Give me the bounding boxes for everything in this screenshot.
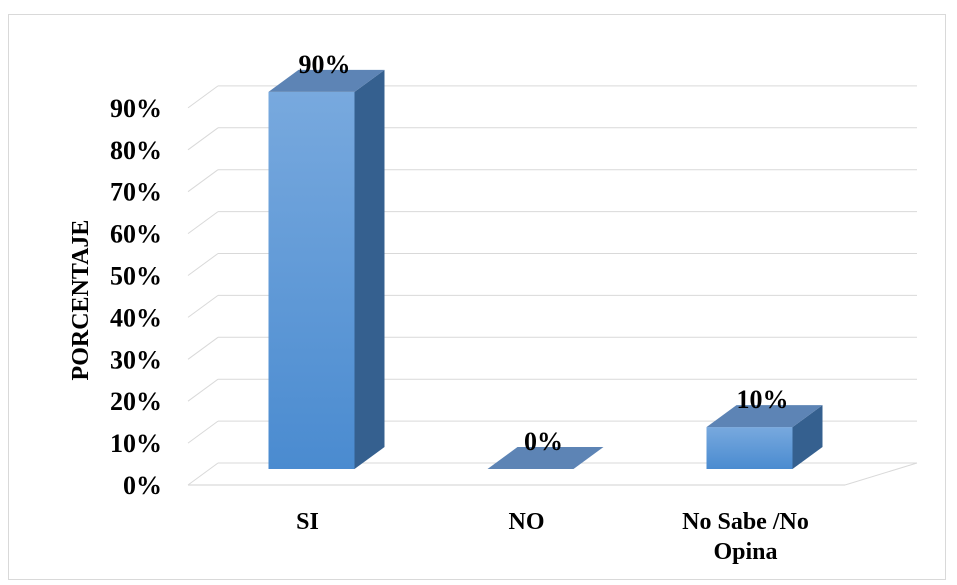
bar-front-face	[268, 91, 355, 470]
x-category-label: SI	[296, 509, 319, 535]
y-tick-label: 0%	[123, 471, 162, 500]
data-label: 90%	[299, 50, 351, 79]
bar-top-face	[268, 69, 385, 92]
bars	[268, 69, 823, 470]
bar-3	[706, 405, 823, 469]
bar-side-face	[354, 69, 385, 470]
bar-front-face	[706, 427, 793, 469]
data-label: 10%	[737, 385, 789, 414]
y-axis-title: PORCENTAJE	[68, 220, 94, 381]
y-tick-label: 10%	[110, 429, 162, 458]
bar-1	[268, 69, 385, 470]
gridline-diagonal	[187, 462, 219, 486]
chart-back-wall	[187, 85, 219, 486]
gridline-diagonal	[187, 169, 219, 193]
chart-frame	[8, 14, 946, 580]
bar-side-face	[792, 405, 823, 469]
x-category-label: No Sabe /No	[682, 509, 809, 535]
bar-2	[487, 447, 604, 469]
x-axis-categories: SI NO No Sabe /No Opina	[296, 509, 809, 565]
y-tick-label: 70%	[110, 178, 162, 207]
y-tick-label: 80%	[110, 136, 162, 165]
x-category-label: NO	[509, 509, 545, 535]
y-tick-label: 60%	[110, 220, 162, 249]
y-tick-label: 30%	[110, 345, 162, 374]
floor-right-edge	[844, 462, 918, 486]
gridline-diagonal	[187, 336, 219, 360]
gridline-diagonal	[187, 420, 219, 444]
gridline-diagonal	[187, 253, 219, 276]
gridline-diagonal	[187, 85, 219, 109]
gridline-diagonal	[187, 127, 219, 151]
y-axis-ticks: 0% 10% 20% 30% 40% 50% 60% 70% 80% 90%	[110, 94, 162, 500]
y-tick-label: 50%	[110, 262, 162, 291]
data-labels: 90% 0% 10%	[299, 50, 789, 456]
gridline-diagonal	[187, 211, 219, 235]
x-category-label: Opina	[713, 539, 777, 565]
y-tick-label: 90%	[110, 94, 162, 123]
bar-top-face	[706, 405, 823, 428]
y-tick-label: 20%	[110, 387, 162, 416]
y-tick-label: 40%	[110, 303, 162, 332]
gridline-diagonal	[187, 378, 219, 402]
data-label: 0%	[524, 427, 563, 456]
bar-top-face	[487, 447, 604, 469]
gridline-diagonal	[187, 294, 219, 318]
